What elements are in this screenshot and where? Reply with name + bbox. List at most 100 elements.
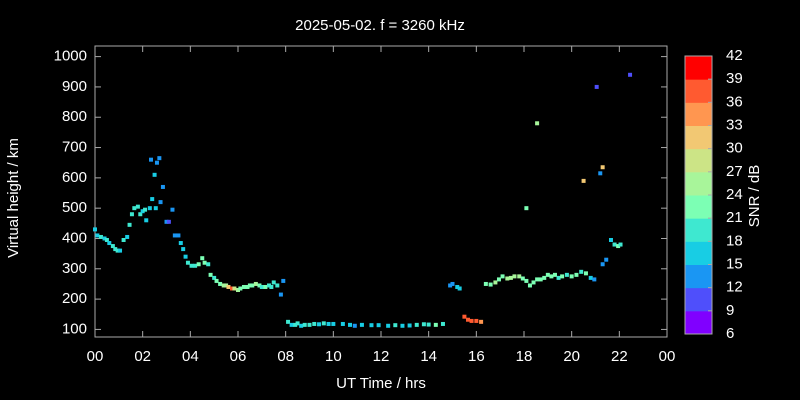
data-point [331, 321, 336, 326]
colorbar-tick-label: 39 [726, 70, 743, 87]
data-point [178, 241, 183, 246]
data-point [359, 322, 364, 327]
colorbar-band [685, 287, 712, 312]
data-point [158, 200, 163, 205]
colorbar-tick-label: 33 [726, 116, 743, 133]
data-point [608, 238, 613, 242]
colorbar-tick-label: 18 [726, 232, 743, 249]
colorbar-band [685, 56, 712, 80]
y-tick-label: 900 [62, 78, 87, 95]
data-point [107, 241, 112, 246]
data-point [531, 280, 536, 285]
data-point [524, 278, 529, 283]
x-tick-label: 22 [611, 348, 628, 365]
data-point [132, 206, 137, 211]
data-point [257, 283, 262, 288]
data-point [524, 206, 529, 211]
colorbar-tick-label: 12 [726, 279, 743, 296]
data-point [400, 323, 405, 328]
y-tick-label: 100 [62, 320, 87, 337]
y-tick-label: 700 [62, 139, 87, 156]
data-point [618, 242, 623, 247]
data-point [493, 280, 498, 285]
data-point [508, 275, 513, 280]
x-axis-label: UT Time / hrs [336, 375, 426, 392]
data-point [299, 323, 304, 328]
data-point [269, 284, 274, 289]
data-point [196, 262, 201, 267]
data-point [483, 281, 488, 286]
x-tick-label: 14 [420, 348, 437, 365]
data-point [440, 321, 445, 326]
data-point [340, 321, 345, 326]
data-point [289, 322, 294, 327]
colorbar-tick-label: 36 [726, 93, 743, 110]
data-point [560, 274, 565, 279]
colorbar-tick-label: 24 [726, 186, 743, 203]
x-tick-label: 06 [230, 348, 247, 365]
colorbar-band [685, 218, 712, 242]
data-point [275, 283, 280, 288]
data-point [250, 283, 255, 288]
data-point [193, 263, 198, 268]
data-point [140, 209, 145, 214]
data-point [115, 248, 120, 253]
data-point [189, 263, 194, 268]
data-point [455, 284, 460, 289]
data-point [450, 281, 455, 286]
data-point [181, 247, 186, 252]
data-point [407, 323, 412, 328]
data-point [512, 274, 517, 279]
colorbar-band [685, 310, 712, 335]
data-point [153, 206, 158, 211]
data-point [549, 274, 554, 279]
colorbar-band [685, 148, 712, 173]
data-point [583, 271, 588, 276]
data-point [479, 319, 484, 324]
data-point [535, 121, 540, 126]
data-point [426, 322, 431, 327]
data-point [157, 156, 162, 161]
data-point [143, 207, 148, 212]
colorbar-tick-label: 6 [726, 325, 734, 342]
data-point [152, 172, 157, 177]
x-tick-label: 04 [182, 348, 199, 365]
data-point [127, 222, 132, 227]
data-point [552, 272, 557, 277]
colorbar-band [685, 171, 712, 196]
data-point [166, 219, 171, 224]
data-point [317, 322, 322, 327]
data-point [535, 277, 540, 282]
data-point [307, 322, 312, 327]
colorbar-tick-label: 42 [726, 47, 743, 64]
data-point [612, 242, 617, 247]
data-point [200, 256, 205, 261]
data-point [230, 286, 235, 291]
data-point [221, 283, 226, 288]
data-point [113, 247, 118, 252]
data-point [93, 227, 97, 232]
data-point [102, 236, 107, 241]
data-point [160, 184, 165, 189]
data-point [488, 282, 493, 287]
colorbar-band [685, 264, 712, 289]
data-point [312, 321, 317, 326]
data-point [259, 284, 264, 289]
data-point [556, 275, 561, 280]
data-point [592, 277, 597, 282]
data-point [232, 286, 237, 291]
data-point [517, 274, 522, 279]
y-tick-label: 800 [62, 108, 87, 125]
y-tick-label: 400 [62, 229, 87, 246]
data-point [293, 322, 298, 327]
data-point [164, 219, 169, 224]
data-point [604, 257, 609, 262]
data-point [448, 283, 453, 288]
colorbar-label: SNR / dB [746, 165, 763, 228]
colorbar-tick-label: 30 [726, 140, 743, 157]
data-point [95, 233, 100, 238]
data-point [147, 206, 152, 211]
data-point [121, 238, 126, 242]
